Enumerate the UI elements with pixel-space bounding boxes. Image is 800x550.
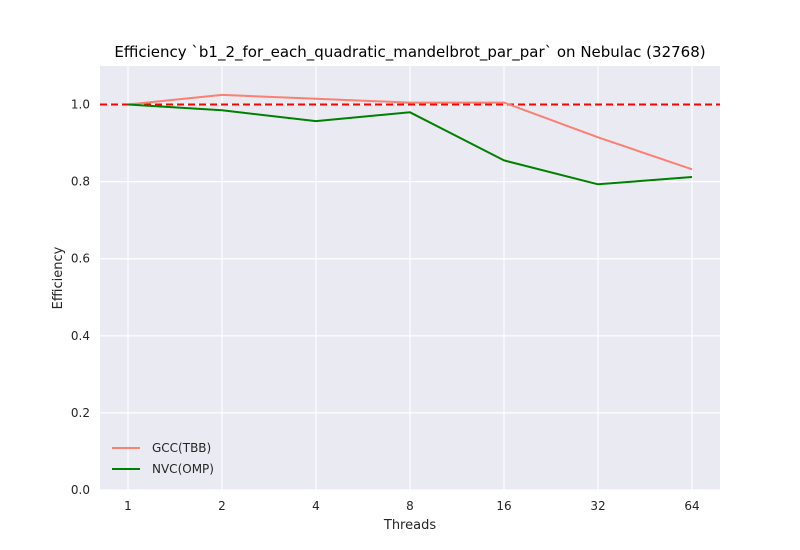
x-tick-label: 8 bbox=[406, 499, 414, 513]
series-line-nvc-omp bbox=[127, 103, 693, 186]
y-tick-label: 0.6 bbox=[71, 252, 90, 266]
chart-title: Efficiency `b1_2_for_each_quadratic_mand… bbox=[114, 43, 705, 62]
x-tick-label: 64 bbox=[684, 499, 699, 513]
x-tick-label: 1 bbox=[124, 499, 132, 513]
grid-lines bbox=[100, 66, 720, 491]
series-lines bbox=[127, 93, 693, 186]
x-tick-label: 4 bbox=[312, 499, 320, 513]
y-tick-label: 0.2 bbox=[71, 406, 90, 420]
x-tick-labels: 1 2 4 8 16 32 64 bbox=[124, 499, 699, 513]
x-tick-label: 2 bbox=[218, 499, 226, 513]
x-axis-title: Threads bbox=[383, 518, 436, 533]
y-tick-label: 0.4 bbox=[71, 329, 90, 343]
y-tick-labels: 0.0 0.2 0.4 0.6 0.8 1.0 bbox=[71, 98, 90, 497]
legend-label: GCC(TBB) bbox=[152, 441, 211, 455]
y-axis-title: Efficiency bbox=[51, 246, 66, 309]
legend-label: NVC(OMP) bbox=[152, 462, 214, 476]
y-tick-label: 0.0 bbox=[71, 483, 90, 497]
x-tick-label: 16 bbox=[496, 499, 511, 513]
series-line-gcc-tbb bbox=[127, 93, 693, 171]
y-tick-label: 1.0 bbox=[71, 98, 90, 112]
x-tick-label: 32 bbox=[590, 499, 605, 513]
y-tick-label: 0.8 bbox=[71, 175, 90, 189]
legend: GCC(TBB) NVC(OMP) bbox=[112, 441, 214, 476]
